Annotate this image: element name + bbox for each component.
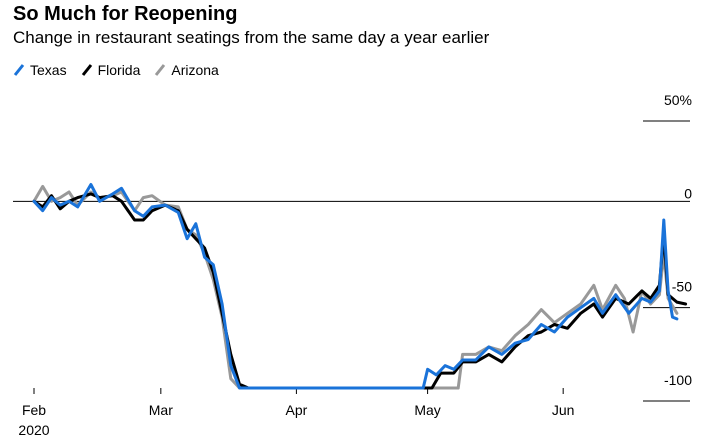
series-line-florida <box>32 192 688 390</box>
series-line-texas <box>32 183 679 390</box>
x-tick-label: May <box>414 402 440 418</box>
y-tick-label: 50% <box>664 92 692 108</box>
legend-label-arizona: Arizona <box>171 62 219 78</box>
x-tick-label: Mar <box>149 402 173 418</box>
x-tick-label: Feb <box>22 402 46 418</box>
y-tick-label: 0 <box>684 185 692 201</box>
legend: Texas Florida Arizona <box>13 62 219 78</box>
x-tick-label: Jun <box>552 402 575 418</box>
legend-swatch-florida <box>81 64 92 76</box>
x-tick-sublabel: 2020 <box>18 422 49 438</box>
legend-swatch-texas <box>13 64 25 76</box>
legend-swatch-arizona <box>155 64 166 76</box>
chart-subtitle: Change in restaurant seatings from the s… <box>13 28 490 47</box>
legend-item-texas: Texas <box>13 62 67 78</box>
legend-label-texas: Texas <box>30 62 67 78</box>
y-tick-label: -50 <box>672 279 692 295</box>
x-tick-label: Apr <box>286 402 308 418</box>
legend-item-arizona: Arizona <box>154 62 219 78</box>
legend-label-florida: Florida <box>97 62 141 78</box>
legend-item-florida: Florida <box>81 62 141 78</box>
chart-title: So Much for Reopening <box>13 3 238 25</box>
y-tick-label: -100 <box>664 372 692 388</box>
